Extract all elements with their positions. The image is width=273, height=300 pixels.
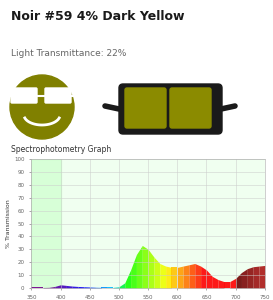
FancyBboxPatch shape (11, 88, 37, 103)
Text: Light Transmittance: 22%: Light Transmittance: 22% (11, 50, 126, 58)
FancyBboxPatch shape (45, 88, 71, 103)
FancyBboxPatch shape (125, 88, 166, 128)
FancyBboxPatch shape (170, 88, 211, 128)
Circle shape (10, 75, 74, 139)
FancyBboxPatch shape (119, 84, 222, 134)
Y-axis label: % Transmission: % Transmission (6, 199, 11, 248)
Text: Spectrophotometry Graph: Spectrophotometry Graph (11, 146, 111, 154)
Text: Noir #59 4% Dark Yellow: Noir #59 4% Dark Yellow (11, 10, 185, 23)
Bar (31, 159, 61, 288)
